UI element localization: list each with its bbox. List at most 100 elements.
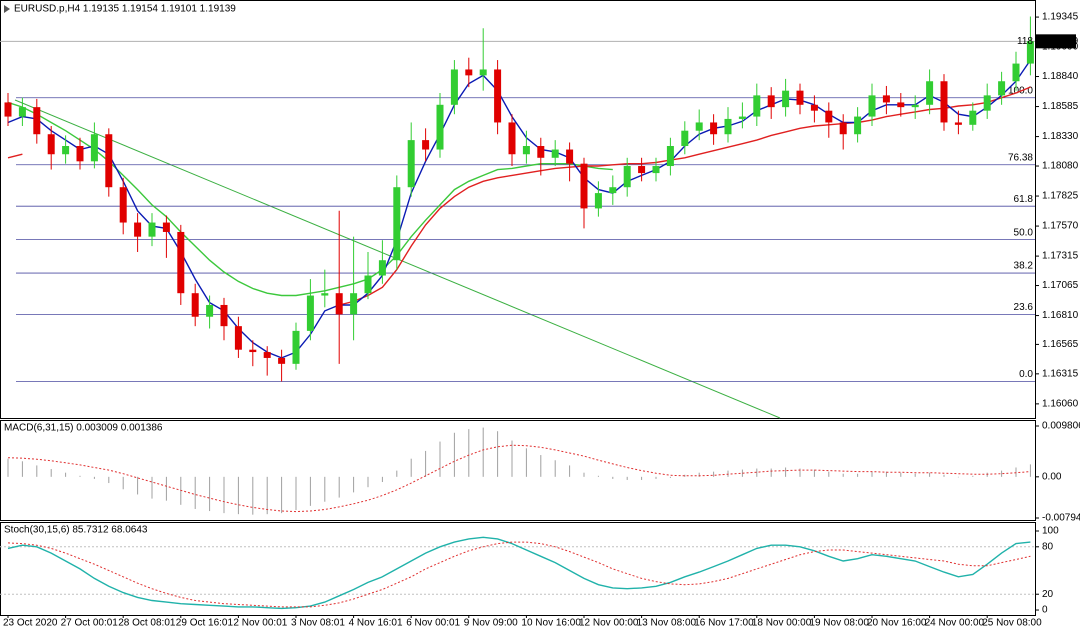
histogram-bar [597, 475, 599, 477]
histogram-bar [655, 476, 657, 479]
candle-body [638, 166, 646, 174]
x-tick-label: 13 Nov 08:00 [637, 618, 697, 629]
y-tick-label: 0.009806 [1042, 421, 1080, 432]
y-tick-label: 1.19345 [1042, 12, 1079, 23]
histogram-bar [324, 476, 326, 502]
histogram-bar [338, 476, 340, 498]
fib-label: 76.38 [1008, 152, 1033, 163]
macd-title: MACD(6,31,15) 0.003009 0.001386 [4, 423, 163, 434]
stoch-title: Stoch(30,15,6) 85.7312 68.0643 [4, 525, 148, 536]
histogram-bar [525, 448, 527, 477]
candle-body [580, 163, 588, 209]
y-tick-label: 80 [1042, 541, 1054, 552]
candle-body [594, 193, 602, 209]
candle-body [882, 95, 890, 103]
fib-label: 38.2 [1014, 261, 1034, 272]
candle-body [220, 304, 228, 327]
histogram-bar [770, 468, 772, 477]
histogram-bar [396, 470, 398, 477]
candle-body [724, 118, 732, 135]
candle-body [537, 146, 545, 158]
candle-body [551, 149, 559, 158]
y-tick-label: 20 [1042, 589, 1054, 600]
signal-line [7, 444, 1031, 513]
stoch-line [7, 536, 1031, 610]
histogram-bar [569, 465, 571, 477]
candle-body [969, 110, 977, 125]
fib-label: 61.8 [1014, 194, 1034, 205]
histogram-bar [857, 473, 859, 477]
fib-label: 50.0 [1014, 227, 1034, 238]
y-tick-label: 1.17825 [1042, 191, 1079, 202]
candle-body [494, 69, 502, 123]
y-tick-label: 1.18080 [1042, 161, 1079, 172]
histogram-bar [21, 461, 23, 477]
histogram-bar [50, 469, 52, 477]
candle-body [436, 104, 444, 150]
candle-body [983, 95, 991, 111]
histogram-bar [36, 465, 38, 477]
candle-body [854, 116, 862, 135]
histogram-bar [785, 467, 787, 477]
candle-body [868, 95, 876, 117]
histogram-bar [972, 475, 974, 477]
symbol-icon [4, 5, 10, 13]
x-tick-label: 25 Nov 08:00 [982, 618, 1042, 629]
candle-body [206, 304, 214, 317]
histogram-bar [698, 472, 700, 477]
candle-body [321, 293, 329, 296]
candle-body [940, 81, 948, 123]
candle-body [810, 104, 818, 111]
y-tick-label: 1.18330 [1042, 131, 1079, 142]
candle-body [652, 166, 660, 174]
candle-body [191, 293, 199, 317]
candle-body [263, 352, 271, 358]
macd-panel [0, 420, 1036, 521]
histogram-bar [612, 476, 614, 479]
candle-body [162, 222, 170, 232]
histogram-bar [1001, 470, 1003, 477]
candle-body [33, 107, 41, 135]
x-tick-label: 27 Oct 00:01 [61, 618, 119, 629]
candle-body [422, 140, 430, 150]
stoch-title-box [2, 524, 134, 535]
candle-body [825, 110, 833, 123]
x-tick-label: 3 Nov 08:01 [291, 618, 345, 629]
candle-body [378, 260, 386, 276]
candle-body [911, 104, 919, 108]
histogram-bar [756, 468, 758, 477]
histogram-bar [885, 471, 887, 477]
y-tick-label: 1.16810 [1042, 310, 1079, 321]
x-tick-label: 16 Nov 17:00 [694, 618, 754, 629]
candle-body [450, 69, 458, 105]
histogram-bar [309, 476, 311, 506]
x-tick-label: 4 Nov 16:01 [349, 618, 403, 629]
histogram-bar [180, 476, 182, 505]
histogram-bar [65, 472, 67, 477]
histogram-bar [813, 469, 815, 477]
histogram-bar [151, 476, 153, 499]
histogram-bar [266, 476, 268, 515]
x-tick-label: 2 Nov 00:01 [233, 618, 287, 629]
candle-body [998, 81, 1006, 96]
candle-body [465, 69, 473, 76]
histogram-bar [741, 469, 743, 477]
x-tick-label: 28 Oct 08:01 [118, 618, 176, 629]
y-tick-label: 1.17315 [1042, 251, 1079, 262]
histogram-bar [137, 476, 139, 495]
candle-body [897, 102, 905, 108]
x-tick-label: 6 Nov 00:01 [406, 618, 460, 629]
x-tick-label: 23 Oct 2020 [3, 618, 58, 629]
histogram-bar [93, 476, 95, 479]
candle-body [479, 69, 487, 76]
stoch-line [7, 541, 1031, 608]
histogram-bar [900, 472, 902, 477]
x-tick-label: 12 Nov 00:00 [579, 618, 639, 629]
histogram-bar [1015, 467, 1017, 477]
histogram-bar [295, 476, 297, 511]
price-tag-label: 1.19139 [1042, 36, 1079, 47]
candle-body [666, 146, 674, 167]
candle-body [1012, 63, 1020, 82]
